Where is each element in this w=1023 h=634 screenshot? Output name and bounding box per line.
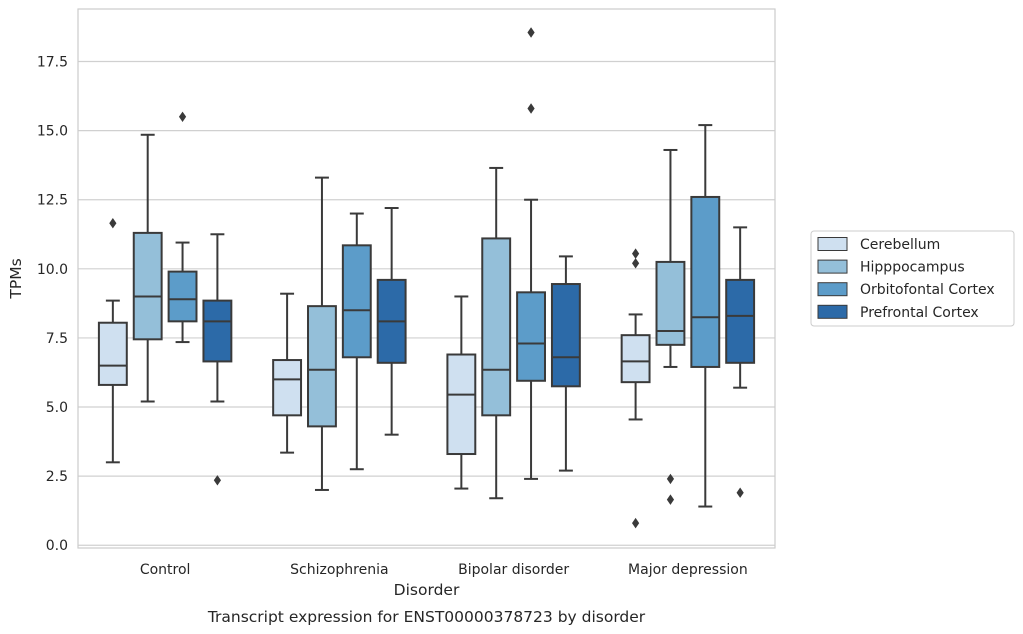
box-hipppocampus xyxy=(655,148,686,505)
legend-frame xyxy=(810,230,1015,327)
outlier-point xyxy=(178,111,187,122)
box-orbitofontal-cortex xyxy=(341,212,372,471)
box-hipppocampus xyxy=(481,166,512,500)
outlier-point xyxy=(632,248,640,259)
box-cerebellum xyxy=(620,248,651,529)
y-axis-label: TPMs xyxy=(7,258,25,299)
legend-label: Hipppocampus xyxy=(860,260,965,276)
box-iqr xyxy=(690,195,721,368)
box-iqr xyxy=(655,260,686,346)
x-tick-label: Major depression xyxy=(628,562,748,578)
legend-swatch xyxy=(817,259,848,274)
box-cerebellum xyxy=(272,292,303,454)
y-tick-label: 15.0 xyxy=(37,124,68,140)
legend-label: Prefrontal Cortex xyxy=(860,305,979,321)
plot-frame xyxy=(77,8,776,549)
outlier-point xyxy=(213,475,221,486)
box-iqr xyxy=(725,278,756,364)
outlier-point xyxy=(527,27,535,38)
legend: Cerebellum Hipppocampus Orbitofontal Corte… xyxy=(810,230,1015,327)
legend-swatch xyxy=(817,282,848,297)
box-prefrontal-cortex xyxy=(550,255,581,472)
box-iqr xyxy=(481,237,512,417)
y-tick-label: 17.5 xyxy=(37,55,68,71)
outlier-point xyxy=(527,103,535,114)
legend-item: Prefrontal Cortex xyxy=(817,304,979,321)
legend-swatch xyxy=(817,304,848,319)
box-prefrontal-cortex xyxy=(376,207,407,436)
box-hipppocampus xyxy=(307,176,337,491)
grid-lines xyxy=(78,60,775,546)
legend-item: Orbitofontal Cortex xyxy=(817,282,995,298)
y-tick-label: 7.5 xyxy=(46,331,68,347)
x-axis-label: Disorder xyxy=(394,581,460,599)
box-iqr xyxy=(97,321,128,386)
x-tick-labels: Control Schizophrenia Bipolar disorder Majo… xyxy=(140,562,748,578)
box-iqr xyxy=(307,305,337,428)
box-iqr xyxy=(167,270,198,323)
y-tick-labels: 0.0 2.5 5.0 7.5 10.0 12.5 15.0 17.5 xyxy=(37,55,68,555)
box-iqr xyxy=(272,359,303,417)
outlier-point xyxy=(666,473,675,485)
box-orbitofontal-cortex xyxy=(516,27,546,480)
outlier-point xyxy=(109,218,117,229)
y-tick-label: 10.0 xyxy=(37,262,68,278)
x-tick-label: Bipolar disorder xyxy=(458,562,569,578)
legend-item: Cerebellum xyxy=(817,237,940,253)
y-tick-label: 5.0 xyxy=(46,400,68,416)
box-iqr xyxy=(516,291,546,382)
outlier-point xyxy=(736,487,744,498)
box-prefrontal-cortex xyxy=(725,226,756,498)
legend-item: Hipppocampus xyxy=(817,259,965,276)
outlier-point xyxy=(632,258,640,269)
box-iqr xyxy=(620,334,651,384)
legend-label: Orbitofontal Cortex xyxy=(860,282,995,298)
box-iqr xyxy=(341,244,372,359)
box-cerebellum xyxy=(446,295,477,490)
box-orbitofontal-cortex xyxy=(690,124,721,508)
legend-swatch xyxy=(817,237,848,251)
box-hipppocampus xyxy=(132,133,163,403)
outlier-point xyxy=(666,494,675,505)
box-iqr xyxy=(132,231,163,341)
boxes xyxy=(97,27,756,529)
y-tick-label: 12.5 xyxy=(37,193,68,209)
box-iqr xyxy=(202,299,233,363)
box-iqr xyxy=(550,283,581,388)
chart-title: Transcript expression for ENST0000037872… xyxy=(207,608,646,626)
box-cerebellum xyxy=(97,218,128,464)
box-orbitofontal-cortex xyxy=(167,111,198,344)
legend-label: Cerebellum xyxy=(860,237,940,253)
y-tick-label: 2.5 xyxy=(46,469,68,485)
outlier-point xyxy=(632,517,640,529)
x-tick-label: Control xyxy=(140,562,191,578)
y-tick-label: 0.0 xyxy=(46,538,68,554)
x-tick-label: Schizophrenia xyxy=(290,562,388,578)
box-prefrontal-cortex xyxy=(202,233,233,486)
box-iqr xyxy=(446,353,477,456)
